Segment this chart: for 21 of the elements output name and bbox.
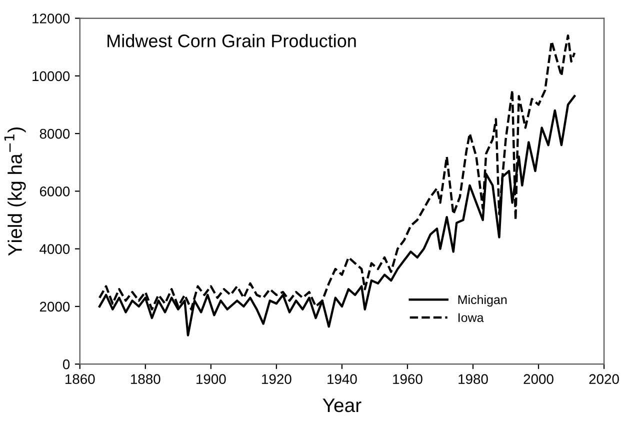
y-tick-label: 10000 bbox=[32, 71, 70, 82]
x-tick-label: 1880 bbox=[131, 374, 160, 384]
y-tick-label: 2000 bbox=[40, 302, 70, 312]
x-axis-title: Year bbox=[322, 398, 362, 412]
x-tick-label: 1980 bbox=[458, 374, 488, 384]
y-axis-title: Yield (kg ha$^{−1}$) bbox=[4, 127, 26, 256]
y-tick-label: 6000 bbox=[40, 186, 70, 196]
x-tick-label: 1960 bbox=[393, 374, 422, 384]
y-tick-label: 12000 bbox=[32, 14, 70, 24]
x-tick-label: 2020 bbox=[589, 374, 619, 384]
x-tick-label: 1940 bbox=[328, 374, 357, 384]
y-tick-label: 4000 bbox=[40, 244, 70, 254]
x-tick-label: 1920 bbox=[262, 374, 292, 384]
legend-label: Michigan bbox=[458, 294, 507, 307]
y-tick-label: 0 bbox=[62, 359, 70, 370]
legend-label: Iowa bbox=[458, 313, 484, 322]
text: Midwest Corn Grain Production bbox=[108, 34, 356, 48]
x-tick-label: 2000 bbox=[524, 374, 554, 384]
x-tick-label: 1860 bbox=[65, 374, 95, 384]
x-tick-label: 1900 bbox=[196, 374, 226, 384]
y-tick-label: 8000 bbox=[40, 128, 70, 139]
